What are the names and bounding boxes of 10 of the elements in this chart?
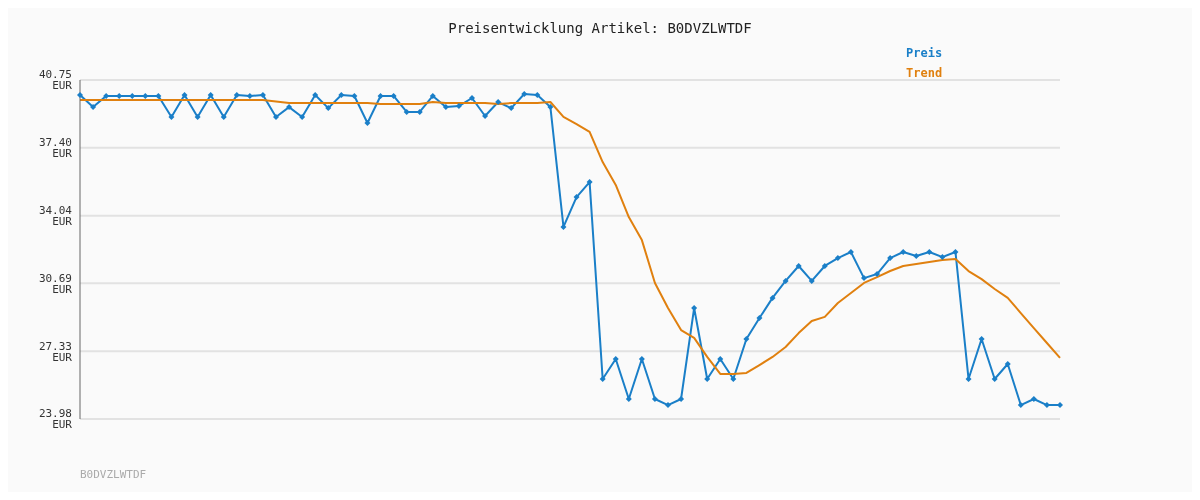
text: B0DVZLWTDF <box>80 468 147 481</box>
y-tick-label: 34.04 EUR <box>38 204 73 229</box>
y-tick-label: 37.40 EUR <box>38 136 73 161</box>
y-tick-label: 40.75 EUR <box>38 68 73 93</box>
text: Trend <box>906 66 944 80</box>
y-tick-label: 27.33 EUR <box>38 339 73 364</box>
y-tick-label: 30.69 EUR <box>38 271 73 296</box>
chart-title: Preisentwicklung Artikel: B0DVZLWTDF <box>447 20 753 36</box>
y-tick-label: 23.98 EUR <box>38 407 73 432</box>
text: Preis <box>906 46 944 60</box>
